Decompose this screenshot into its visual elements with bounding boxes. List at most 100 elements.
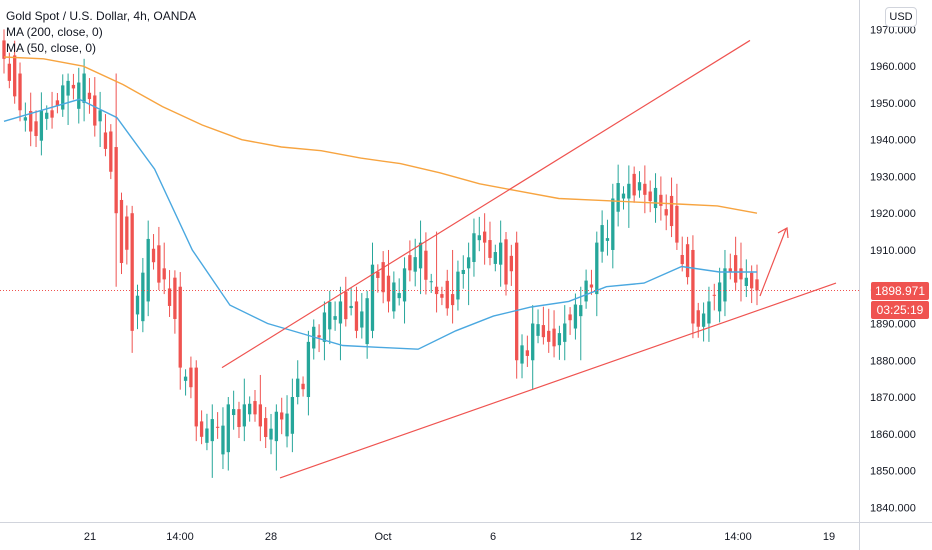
candle-body	[237, 409, 241, 428]
legend-ma50: MA (50, close, 0)	[6, 41, 97, 55]
candle-body	[306, 341, 311, 398]
candle-body	[728, 268, 732, 273]
candle-body	[691, 249, 695, 324]
lower-trendline	[279, 282, 837, 479]
candle-body	[50, 110, 54, 118]
candle-body	[248, 403, 252, 415]
candle-body	[365, 298, 369, 345]
candle-body	[755, 279, 759, 291]
candle-body	[536, 324, 540, 336]
candle-body	[103, 132, 108, 149]
candle-body	[611, 198, 615, 250]
candle-body	[119, 199, 124, 264]
candle-body	[66, 80, 70, 96]
candle-body	[45, 112, 49, 119]
candle-body	[215, 426, 220, 428]
candle-body	[488, 240, 492, 258]
last-price-tag: 1898.971	[871, 281, 929, 300]
candle-body	[146, 238, 150, 302]
candle-body	[141, 272, 145, 322]
candle-body	[360, 311, 364, 328]
candle-body	[296, 378, 300, 398]
candle-body	[584, 280, 588, 302]
y-tick-label: 1920.000	[870, 208, 916, 220]
candle-body	[600, 225, 604, 252]
candle-body	[664, 209, 668, 216]
y-tick-label: 1860.000	[870, 429, 916, 441]
candle-body	[157, 245, 161, 283]
candle-body	[109, 131, 113, 172]
candle-body	[573, 304, 578, 329]
candle-body	[253, 401, 257, 415]
y-tick-label: 1880.000	[870, 355, 916, 367]
candle-body	[349, 305, 353, 309]
candle-body	[627, 183, 631, 199]
candle-body	[680, 254, 684, 265]
candle-body	[301, 383, 305, 390]
candle-body	[509, 255, 513, 272]
candle-body	[258, 404, 262, 427]
projection-arrow	[759, 228, 787, 297]
y-tick-label: 1910.000	[870, 245, 916, 257]
candle-body	[162, 268, 166, 280]
candle-body	[408, 255, 412, 271]
candle-body	[29, 111, 33, 132]
y-tick-label: 1840.000	[870, 502, 916, 514]
y-tick-label: 1890.000	[870, 318, 916, 330]
candle-body	[563, 323, 567, 342]
candle-body	[466, 257, 471, 269]
candle-body	[344, 291, 348, 320]
candle-body	[696, 310, 700, 327]
candle-body	[445, 280, 449, 309]
candle-body	[669, 195, 674, 227]
candle-body	[712, 294, 716, 296]
candle-body	[616, 183, 620, 212]
y-tick-label: 1930.000	[870, 171, 916, 183]
countdown-tag: 03:25:19	[871, 300, 929, 319]
candle-body	[178, 286, 182, 368]
candle-body	[71, 84, 76, 89]
candle-body	[167, 288, 172, 306]
x-tick-label: 6	[490, 531, 496, 543]
candle-body	[552, 328, 556, 347]
candle-body	[264, 418, 268, 438]
candle-body	[338, 301, 343, 324]
candle-body	[280, 412, 284, 420]
candle-body	[717, 282, 722, 312]
candle-body	[653, 187, 658, 209]
candle-body	[424, 250, 428, 280]
candle-body	[493, 252, 497, 264]
candle-body	[2, 40, 6, 59]
ma50-line	[3, 98, 757, 350]
candle-body	[333, 316, 337, 320]
candle-body	[482, 231, 487, 243]
candle-body	[499, 242, 503, 265]
candle-body	[370, 264, 375, 331]
candle-body	[13, 55, 17, 97]
candle-body	[269, 428, 273, 440]
currency-button[interactable]: USD	[885, 7, 917, 27]
candle-body	[659, 194, 663, 206]
candle-body	[595, 242, 599, 295]
candle-body	[189, 367, 193, 388]
candle-body	[648, 191, 652, 202]
candle-body	[125, 216, 129, 250]
ma200-line	[3, 56, 758, 214]
candle-body	[750, 272, 754, 289]
candle-body	[135, 295, 140, 315]
candle-body	[675, 205, 679, 243]
candle-body	[194, 367, 198, 427]
x-tick-label: 14:00	[724, 531, 752, 543]
candle-body	[18, 73, 22, 111]
x-tick-label: 19	[823, 531, 835, 543]
candle-body	[456, 271, 460, 300]
candle-body	[290, 397, 295, 434]
candle-body	[547, 330, 551, 342]
candle-body	[82, 73, 86, 103]
candle-body	[429, 281, 433, 283]
candle-body	[130, 213, 134, 331]
candle-body	[151, 248, 156, 263]
candle-body	[589, 284, 594, 288]
candle-body	[221, 425, 225, 455]
